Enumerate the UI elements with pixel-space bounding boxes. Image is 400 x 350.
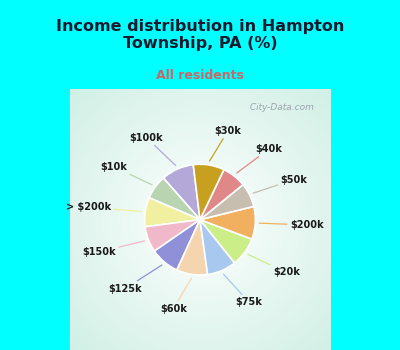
Wedge shape bbox=[200, 206, 256, 239]
Wedge shape bbox=[200, 185, 254, 220]
Wedge shape bbox=[154, 220, 200, 270]
Text: $40k: $40k bbox=[237, 144, 282, 173]
Wedge shape bbox=[149, 178, 200, 220]
Text: $30k: $30k bbox=[210, 126, 241, 161]
Wedge shape bbox=[163, 164, 200, 220]
Text: $75k: $75k bbox=[224, 274, 262, 307]
Text: $10k: $10k bbox=[100, 162, 152, 185]
Wedge shape bbox=[145, 220, 200, 251]
Text: $60k: $60k bbox=[160, 278, 191, 314]
Text: $50k: $50k bbox=[253, 175, 308, 193]
Text: $20k: $20k bbox=[248, 254, 300, 278]
Text: $200k: $200k bbox=[259, 220, 324, 230]
Text: $150k: $150k bbox=[82, 241, 145, 257]
Text: City-Data.com: City-Data.com bbox=[247, 103, 314, 112]
Wedge shape bbox=[200, 170, 243, 220]
Wedge shape bbox=[177, 220, 208, 275]
Wedge shape bbox=[200, 220, 235, 274]
Text: All residents: All residents bbox=[156, 69, 244, 82]
Text: $100k: $100k bbox=[130, 133, 176, 166]
Wedge shape bbox=[144, 198, 200, 227]
Text: > $200k: > $200k bbox=[66, 202, 141, 212]
Wedge shape bbox=[200, 220, 252, 263]
Wedge shape bbox=[193, 164, 224, 220]
Text: Income distribution in Hampton
Township, PA (%): Income distribution in Hampton Township,… bbox=[56, 19, 344, 51]
Text: $125k: $125k bbox=[108, 265, 162, 294]
